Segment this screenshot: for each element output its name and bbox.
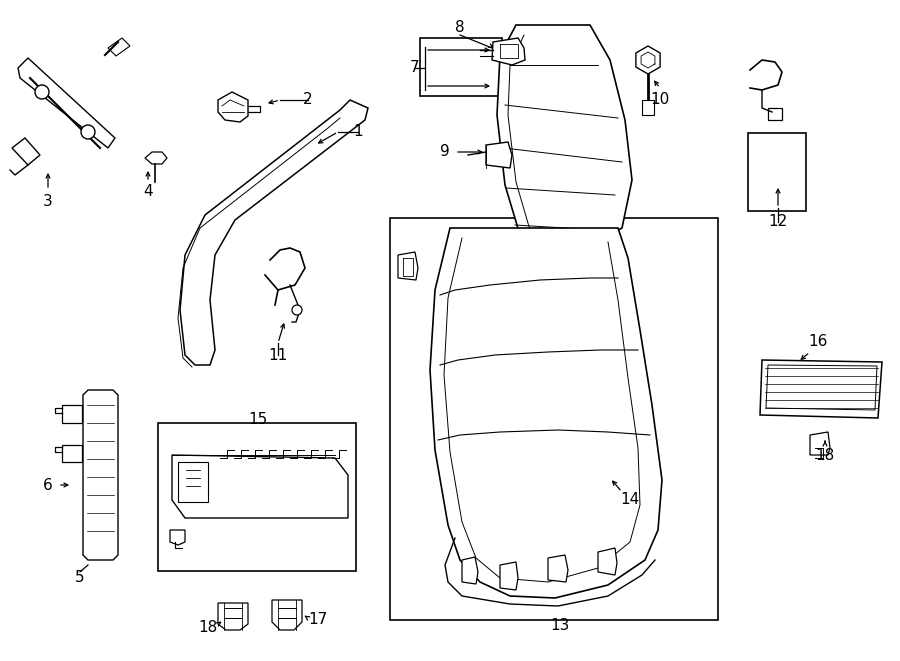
Text: 18: 18 xyxy=(198,621,218,635)
Polygon shape xyxy=(810,432,830,455)
Text: 7: 7 xyxy=(410,61,419,75)
Text: 17: 17 xyxy=(309,613,328,627)
Polygon shape xyxy=(62,445,82,462)
Text: 12: 12 xyxy=(769,215,788,229)
Polygon shape xyxy=(636,46,660,74)
Polygon shape xyxy=(218,603,248,630)
Polygon shape xyxy=(497,25,632,248)
Polygon shape xyxy=(486,142,512,168)
Polygon shape xyxy=(108,38,130,56)
Text: 18: 18 xyxy=(815,447,834,463)
Text: 8: 8 xyxy=(455,20,464,36)
Bar xyxy=(158,423,356,571)
Polygon shape xyxy=(430,228,662,598)
Polygon shape xyxy=(170,530,185,545)
Polygon shape xyxy=(180,100,368,365)
Polygon shape xyxy=(500,562,518,590)
Bar xyxy=(420,38,502,96)
Circle shape xyxy=(292,305,302,315)
Polygon shape xyxy=(760,360,882,418)
Polygon shape xyxy=(462,557,478,584)
Polygon shape xyxy=(398,252,418,280)
Polygon shape xyxy=(172,455,348,518)
Polygon shape xyxy=(768,108,782,120)
Bar xyxy=(178,462,208,502)
Text: 14: 14 xyxy=(620,492,640,508)
Polygon shape xyxy=(598,548,617,575)
Polygon shape xyxy=(18,58,115,148)
Bar xyxy=(390,218,718,620)
Polygon shape xyxy=(218,92,248,122)
Text: 3: 3 xyxy=(43,194,53,210)
Text: 10: 10 xyxy=(651,93,670,108)
Text: 6: 6 xyxy=(43,477,53,492)
Polygon shape xyxy=(548,555,568,582)
Polygon shape xyxy=(642,100,654,115)
Text: 13: 13 xyxy=(550,617,570,633)
Polygon shape xyxy=(62,405,82,423)
Text: 16: 16 xyxy=(808,334,828,350)
Polygon shape xyxy=(145,152,167,164)
Polygon shape xyxy=(492,38,525,65)
Text: 5: 5 xyxy=(76,570,85,586)
Text: 1: 1 xyxy=(353,124,363,139)
Bar xyxy=(748,133,806,211)
Text: 15: 15 xyxy=(248,412,267,428)
Circle shape xyxy=(35,85,49,99)
Text: 9: 9 xyxy=(440,145,450,159)
Polygon shape xyxy=(83,390,118,560)
Polygon shape xyxy=(12,138,40,165)
Text: 11: 11 xyxy=(268,348,288,362)
Circle shape xyxy=(81,125,95,139)
Text: 4: 4 xyxy=(143,184,153,200)
Text: 2: 2 xyxy=(303,93,313,108)
Polygon shape xyxy=(272,600,302,630)
